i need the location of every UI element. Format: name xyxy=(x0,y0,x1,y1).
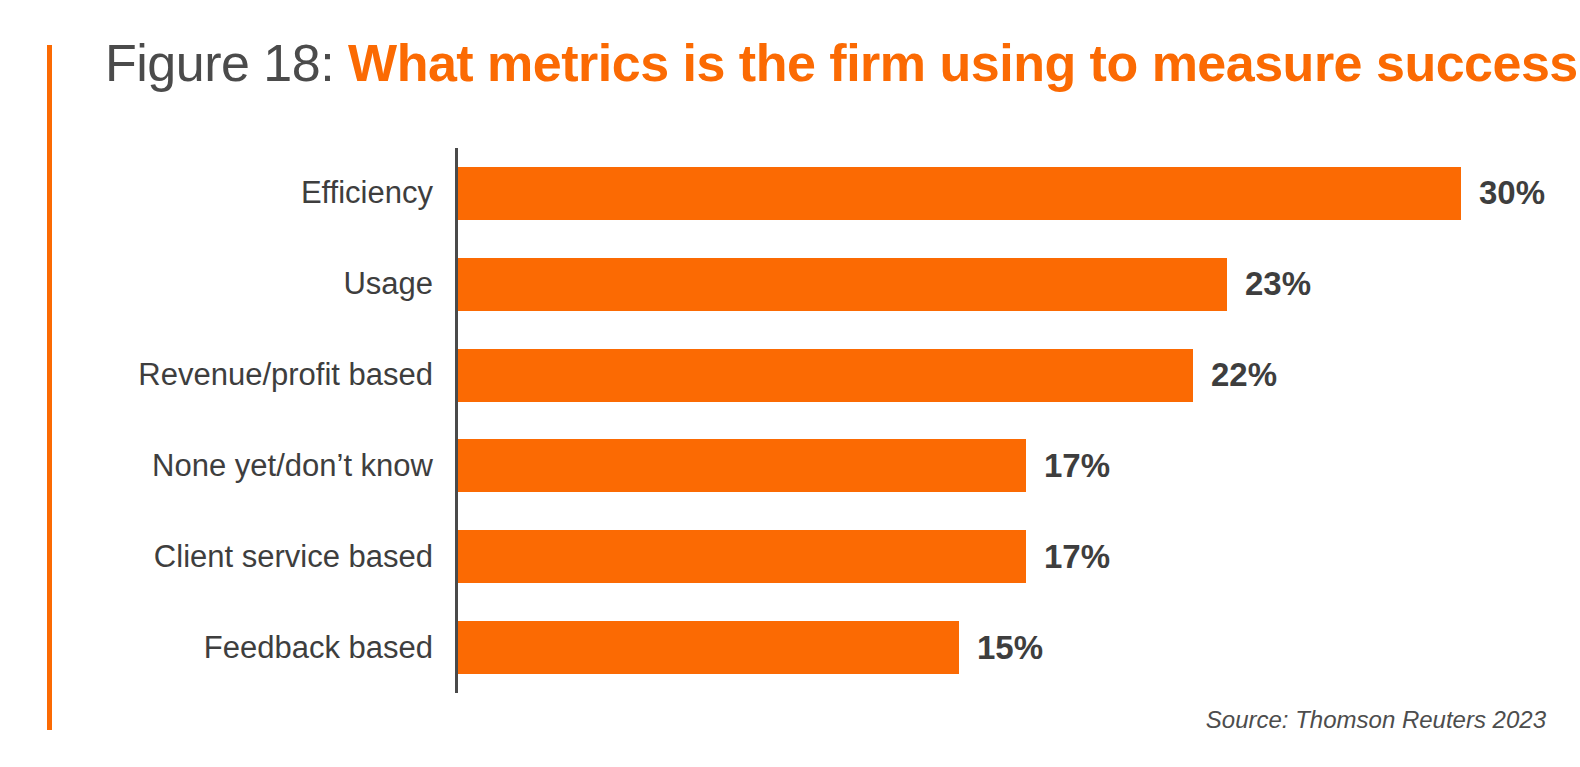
bar-chart: Efficiency 30% Usage 23% Revenue/profit base… xyxy=(0,148,1580,693)
category-label: Revenue/profit based xyxy=(0,330,455,421)
value-label: 17% xyxy=(1044,447,1110,485)
bar-row: Client service based 17% xyxy=(0,511,1580,602)
bar xyxy=(458,530,1026,583)
bar-track: 17% xyxy=(455,420,1580,511)
bar xyxy=(458,167,1461,220)
value-label: 30% xyxy=(1479,174,1545,212)
bar xyxy=(458,439,1026,492)
value-label: 17% xyxy=(1044,538,1110,576)
bar-track: 17% xyxy=(455,511,1580,602)
bar-row: Feedback based 15% xyxy=(0,602,1580,693)
bar-track: 23% xyxy=(455,239,1580,330)
category-label: Feedback based xyxy=(0,602,455,693)
bar-row: Revenue/profit based 22% xyxy=(0,330,1580,421)
bar xyxy=(458,349,1193,402)
figure-canvas: Figure 18: What metrics is the firm usin… xyxy=(0,0,1580,767)
value-label: 23% xyxy=(1245,265,1311,303)
bar-row: Efficiency 30% xyxy=(0,148,1580,239)
bar xyxy=(458,621,959,674)
bar-row: None yet/don’t know 17% xyxy=(0,420,1580,511)
bar xyxy=(458,258,1227,311)
source-note: Source: Thomson Reuters 2023 xyxy=(1206,706,1546,734)
bar-row: Usage 23% xyxy=(0,239,1580,330)
figure-number-label: Figure 18: xyxy=(105,34,348,92)
bar-track: 22% xyxy=(455,330,1580,421)
category-label: Efficiency xyxy=(0,148,455,239)
figure-title: Figure 18: What metrics is the firm usin… xyxy=(105,34,1580,94)
value-label: 15% xyxy=(977,629,1043,667)
bar-track: 15% xyxy=(455,602,1580,693)
category-label: None yet/don’t know xyxy=(0,420,455,511)
category-label: Usage xyxy=(0,239,455,330)
figure-question-label: What metrics is the firm using to measur… xyxy=(348,34,1580,92)
category-label: Client service based xyxy=(0,511,455,602)
bar-track: 30% xyxy=(455,148,1580,239)
value-label: 22% xyxy=(1211,356,1277,394)
